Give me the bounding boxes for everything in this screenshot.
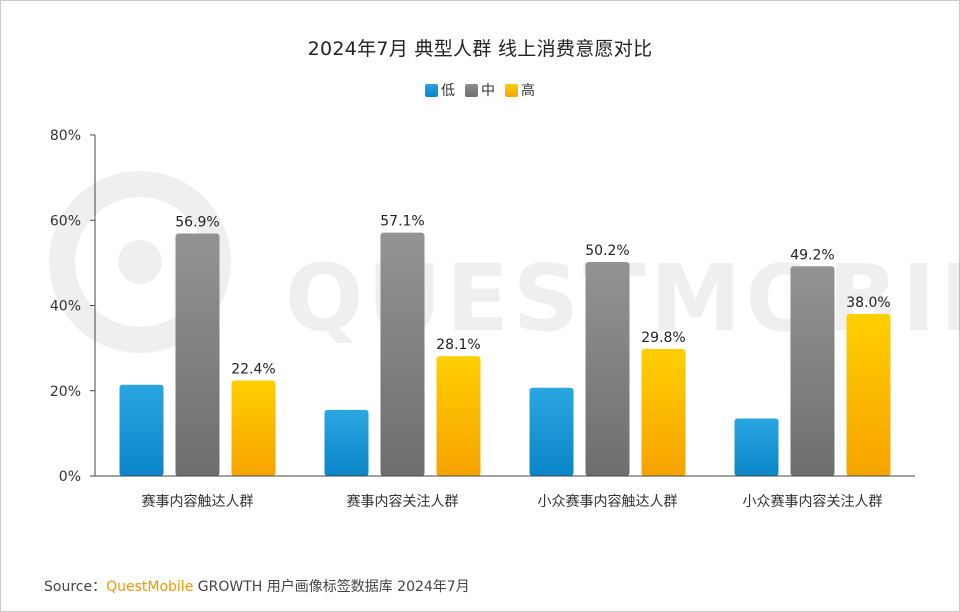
- x-tick-label: 小众赛事内容关注人群: [743, 493, 883, 510]
- data-label: 56.9%: [175, 214, 219, 230]
- x-tick-label: 赛事内容触达人群: [142, 493, 254, 510]
- bar-low: [529, 387, 574, 476]
- bars: 56.9% 22.4% 57.1% 28.1% 50.2% 29.8% 49.2% 38.0%: [119, 214, 891, 476]
- y-tick-label: 60%: [50, 213, 81, 229]
- data-label: 49.2%: [790, 247, 834, 263]
- bar-high: [231, 380, 276, 476]
- bar-high: [641, 348, 686, 476]
- x-tick-label: 小众赛事内容触达人群: [538, 493, 678, 510]
- bar-low: [119, 384, 164, 476]
- y-axis: 0% 20% 40% 60% 80%: [50, 128, 96, 485]
- data-label: 38.0%: [846, 295, 890, 311]
- source-text: GROWTH 用户画像标签数据库 2024年7月: [193, 579, 470, 595]
- bar-high: [436, 356, 481, 476]
- bar-mid: [380, 232, 425, 476]
- source-line: Source：QuestMobile GROWTH 用户画像标签数据库 2024…: [44, 576, 470, 596]
- data-label: 50.2%: [585, 243, 629, 259]
- watermark-dot-icon: [118, 240, 162, 284]
- legend-item-high: 高: [505, 80, 535, 100]
- bar-mid: [585, 262, 630, 476]
- legend-label-low: 低: [441, 83, 455, 99]
- x-tick-label: 赛事内容关注人群: [347, 493, 459, 510]
- legend-label-mid: 中: [481, 83, 495, 99]
- legend-label-high: 高: [521, 83, 535, 99]
- legend-item-low: 低: [425, 80, 455, 100]
- chart-title: 2024年7月 典型人群 线上消费意愿对比: [307, 38, 653, 60]
- legend: 低 中 高: [0, 80, 960, 100]
- bar-mid: [790, 266, 835, 476]
- legend-swatch-low: [425, 83, 438, 97]
- bar-mid: [175, 233, 220, 476]
- data-label: 28.1%: [436, 337, 480, 353]
- y-tick-label: 40%: [50, 299, 81, 315]
- source-label: Source：: [44, 579, 107, 595]
- data-label: 29.8%: [641, 330, 685, 346]
- y-tick-label: 0%: [59, 469, 81, 485]
- source-brand: QuestMobile: [106, 579, 194, 595]
- legend-swatch-high: [505, 83, 518, 97]
- y-tick-label: 80%: [50, 128, 81, 144]
- bar-low: [734, 418, 779, 476]
- bar-high: [846, 314, 891, 476]
- legend-swatch-mid: [465, 83, 478, 97]
- legend-item-mid: 中: [465, 80, 495, 100]
- x-axis: 赛事内容触达人群 赛事内容关注人群 小众赛事内容触达人群 小众赛事内容关注人群: [95, 475, 915, 510]
- y-tick-label: 20%: [50, 384, 81, 400]
- bar-low: [324, 409, 369, 476]
- data-label: 57.1%: [380, 214, 424, 230]
- data-label: 22.4%: [231, 362, 275, 378]
